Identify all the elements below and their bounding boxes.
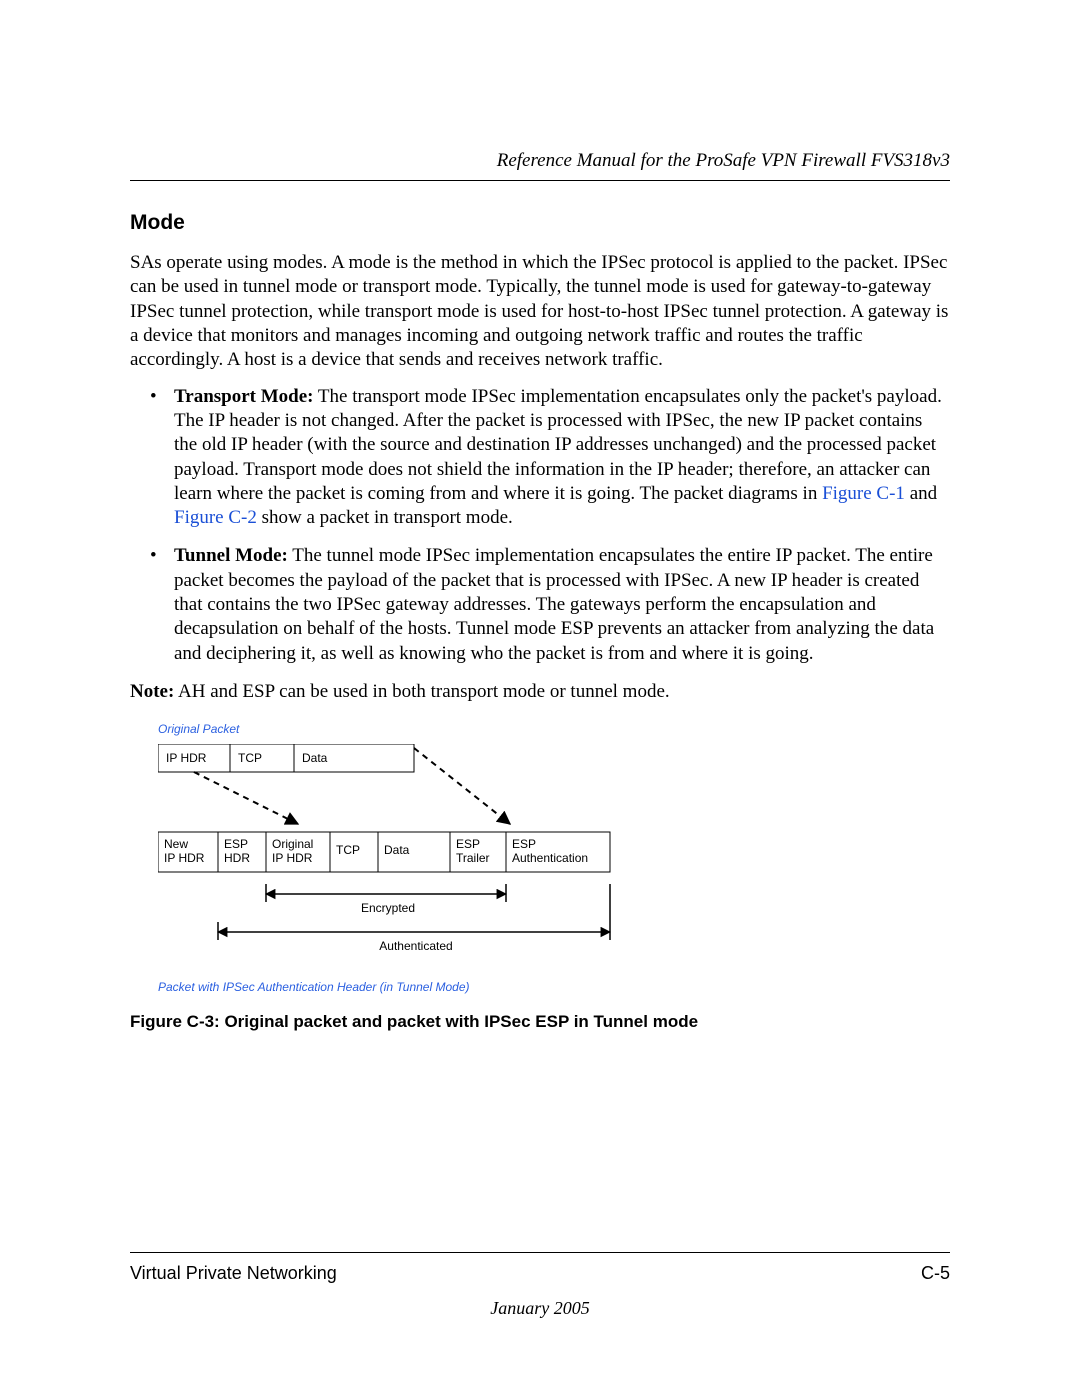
svg-text:Trailer: Trailer: [456, 851, 490, 865]
svg-text:TCP: TCP: [336, 843, 360, 857]
note-line: Note: AH and ESP can be used in both tra…: [130, 680, 950, 704]
bullet-tunnel-mode: Tunnel Mode: The tunnel mode IPSec imple…: [130, 544, 950, 666]
svg-text:Original: Original: [272, 837, 313, 851]
svg-text:ESP: ESP: [224, 837, 248, 851]
section-heading-mode: Mode: [130, 211, 950, 235]
svg-text:ESP: ESP: [456, 837, 480, 851]
svg-text:Data: Data: [384, 843, 410, 857]
note-label: Note:: [130, 681, 174, 702]
intro-paragraph: SAs operate using modes. A mode is the m…: [130, 251, 950, 373]
bullet-transport-mode: Transport Mode: The transport mode IPSec…: [130, 385, 950, 531]
svg-text:IP HDR: IP HDR: [164, 851, 205, 865]
encrypted-label: Encrypted: [361, 901, 415, 915]
footer-date: January 2005: [130, 1298, 950, 1319]
map-arrow-2: [414, 748, 510, 824]
svg-text:New: New: [164, 837, 188, 851]
original-packet-row: IP HDR TCP Data: [158, 744, 414, 772]
map-arrow-1: [194, 772, 298, 824]
bullet-text: The tunnel mode IPSec implementation enc…: [174, 545, 934, 663]
diagram-caption-bottom: Packet with IPSec Authentication Header …: [158, 980, 950, 994]
svg-text:HDR: HDR: [224, 851, 250, 865]
packet-diagram: Original Packet IP HDR TCP Data: [158, 722, 950, 994]
bullet-label: Tunnel Mode:: [174, 545, 288, 566]
diagram-caption-top: Original Packet: [158, 722, 950, 736]
footer-right: C-5: [921, 1263, 950, 1284]
authenticated-label: Authenticated: [379, 939, 452, 953]
diagram-svg: IP HDR TCP Data New IP HDR ESP HDR Or: [158, 744, 658, 974]
encrypted-range: Encrypted: [266, 884, 506, 916]
bullet-text-b: show a packet in transport mode.: [257, 507, 513, 528]
bullet-label: Transport Mode:: [174, 386, 314, 407]
link-figure-c1[interactable]: Figure C-1: [822, 483, 905, 504]
mode-bullet-list: Transport Mode: The transport mode IPSec…: [130, 385, 950, 666]
cell-data: Data: [302, 751, 328, 765]
cell-tcp: TCP: [238, 751, 262, 765]
page-footer: Virtual Private Networking C-5 January 2…: [130, 1252, 950, 1319]
note-text: AH and ESP can be used in both transport…: [174, 681, 669, 702]
tunnel-packet-row: New IP HDR ESP HDR Original IP HDR TCP D…: [158, 832, 610, 872]
bullet-mid: and: [905, 483, 937, 504]
svg-text:ESP: ESP: [512, 837, 536, 851]
link-figure-c2[interactable]: Figure C-2: [174, 507, 257, 528]
cell-ip-hdr: IP HDR: [166, 751, 207, 765]
svg-text:IP HDR: IP HDR: [272, 851, 313, 865]
svg-text:Authentication: Authentication: [512, 851, 588, 865]
running-header: Reference Manual for the ProSafe VPN Fir…: [130, 150, 950, 181]
footer-left: Virtual Private Networking: [130, 1263, 337, 1284]
figure-caption: Figure C-3: Original packet and packet w…: [130, 1012, 950, 1032]
